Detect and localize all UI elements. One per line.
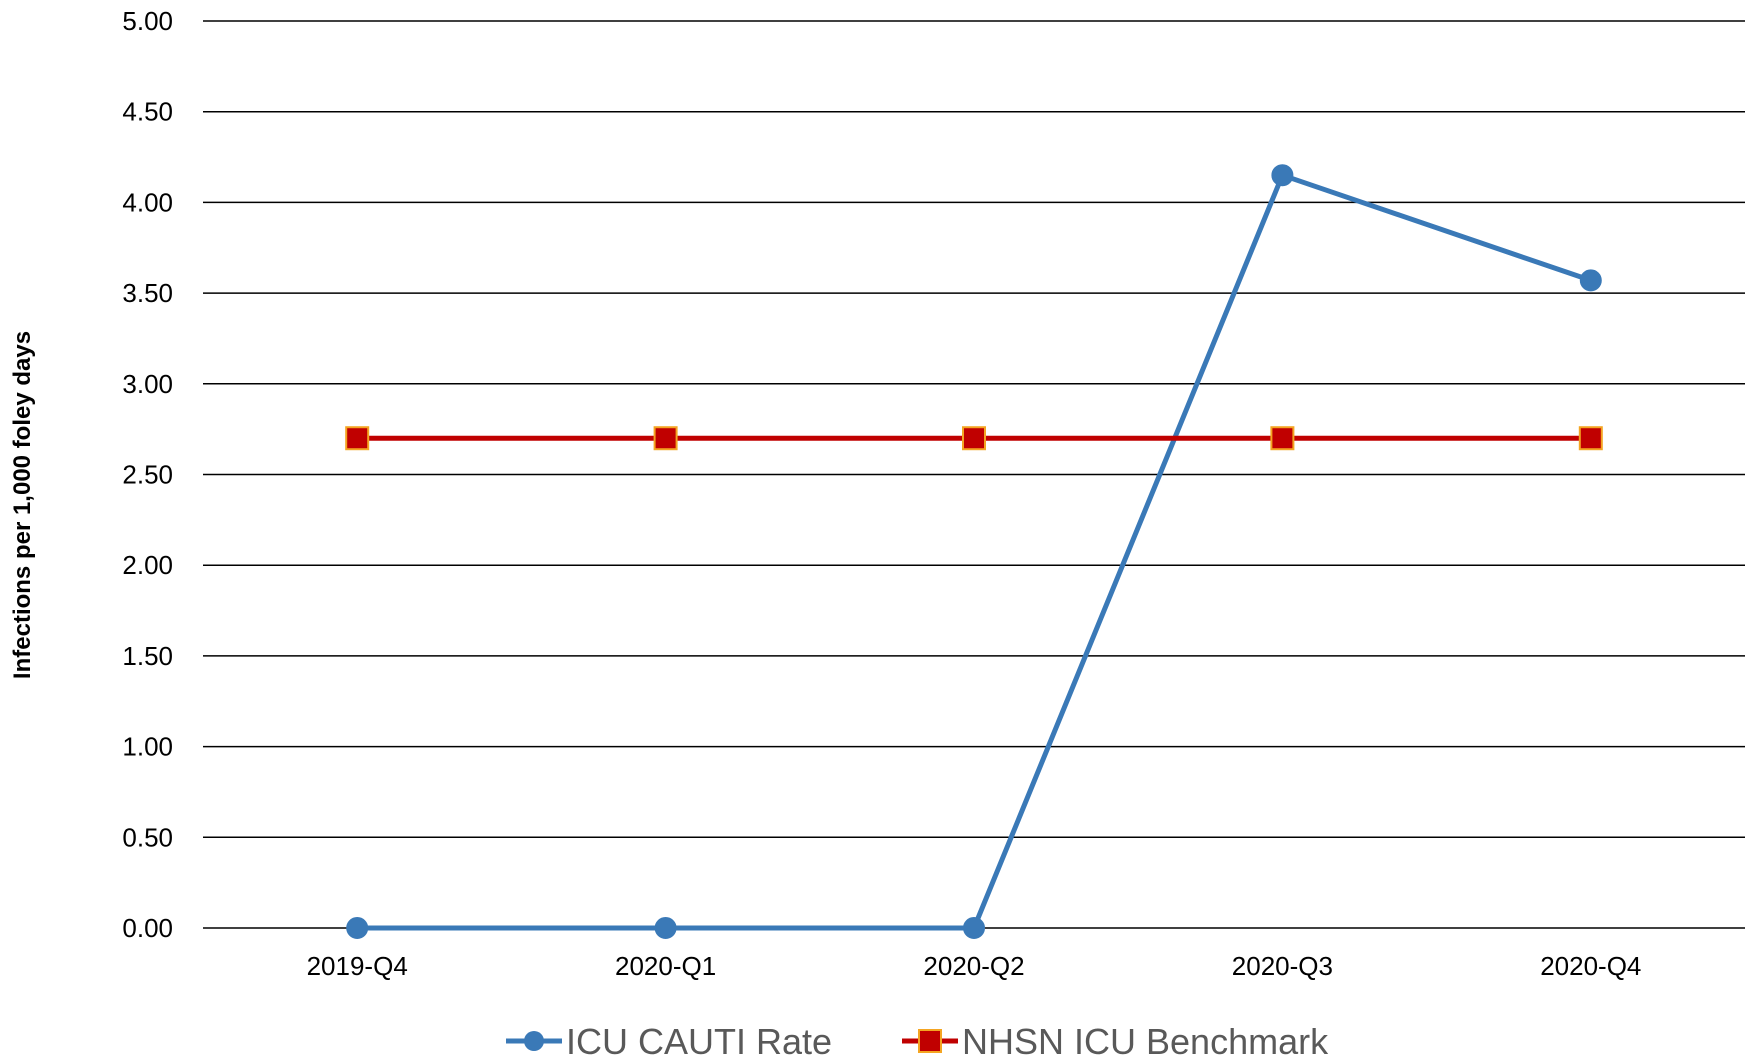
x-tick-label: 2019-Q4 — [307, 951, 408, 981]
data-point — [1581, 270, 1601, 290]
y-axis-title: Infections per 1,000 foley days — [9, 331, 36, 679]
y-tick-label: 4.00 — [122, 187, 173, 217]
x-tick-label: 2020-Q3 — [1232, 951, 1333, 981]
legend-item: NHSN ICU Benchmark — [902, 1021, 1329, 1061]
data-point — [963, 427, 985, 449]
data-point — [655, 427, 677, 449]
data-point — [1580, 427, 1602, 449]
legend-label: ICU CAUTI Rate — [566, 1021, 832, 1061]
legend-marker — [524, 1031, 544, 1051]
gridlines — [203, 21, 1745, 928]
x-tick-label: 2020-Q2 — [923, 951, 1024, 981]
y-tick-label: 1.00 — [122, 732, 173, 762]
series — [346, 165, 1602, 938]
y-tick-labels: 0.00 0.50 1.00 1.50 2.00 2.50 3.00 3.50 4.00 4.50… — [122, 6, 173, 943]
x-tick-label: 2020-Q1 — [615, 951, 716, 981]
data-point — [964, 918, 984, 938]
legend-item: ICU CAUTI Rate — [506, 1021, 832, 1061]
y-tick-label: 0.00 — [122, 913, 173, 943]
y-tick-label: 0.50 — [122, 822, 173, 852]
data-point — [656, 918, 676, 938]
x-tick-label: 2020-Q4 — [1540, 951, 1641, 981]
y-tick-label: 3.50 — [122, 278, 173, 308]
series-line — [357, 175, 1591, 928]
y-tick-label: 2.00 — [122, 550, 173, 580]
y-tick-label: 4.50 — [122, 97, 173, 127]
x-tick-labels: 2019-Q4 2020-Q1 2020-Q2 2020-Q3 2020-Q4 — [307, 951, 1642, 981]
series-nhsn-icu-benchmark — [346, 427, 1602, 449]
data-point — [1272, 165, 1292, 185]
y-tick-label: 5.00 — [122, 6, 173, 36]
legend-marker — [919, 1030, 941, 1052]
y-tick-label: 3.00 — [122, 369, 173, 399]
y-tick-label: 1.50 — [122, 641, 173, 671]
y-tick-label: 2.50 — [122, 460, 173, 490]
series-icu-cauti-rate — [347, 165, 1601, 938]
legend-label: NHSN ICU Benchmark — [962, 1021, 1329, 1061]
data-point — [346, 427, 368, 449]
legend: ICU CAUTI Rate NHSN ICU Benchmark — [506, 1021, 1329, 1061]
data-point — [347, 918, 367, 938]
data-point — [1271, 427, 1293, 449]
